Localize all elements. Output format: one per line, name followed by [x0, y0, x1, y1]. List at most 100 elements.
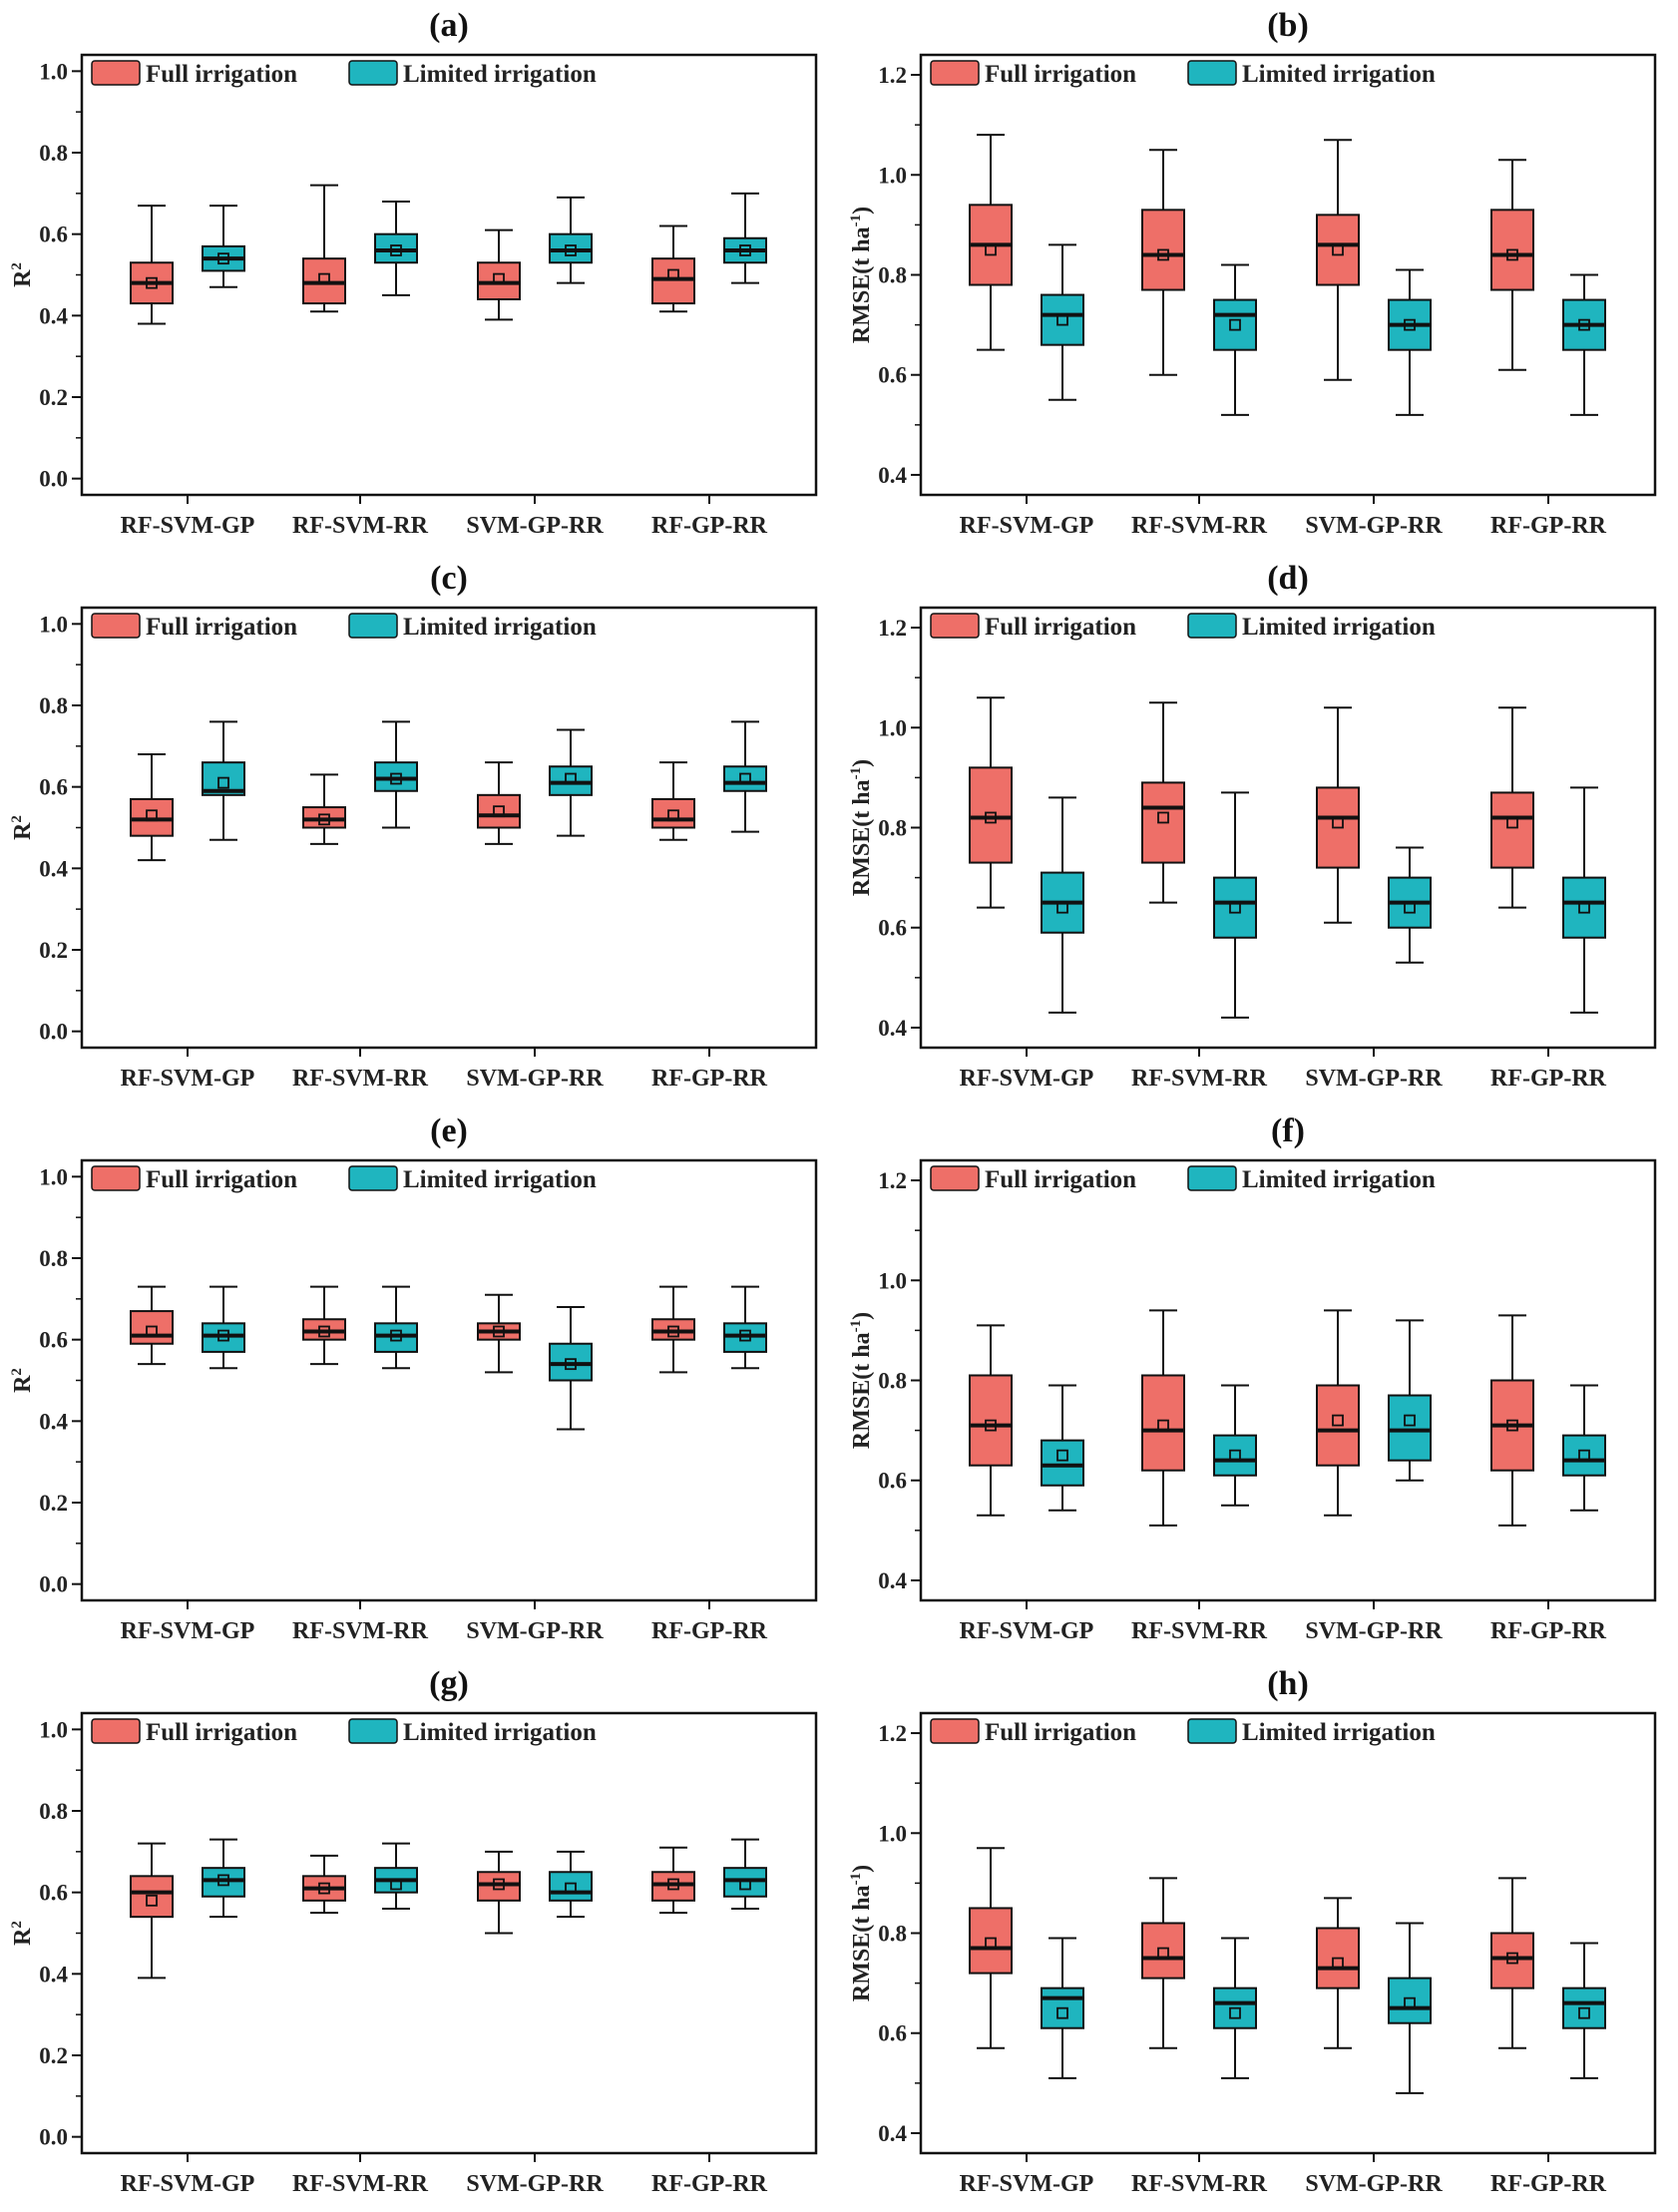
y-tick-label: 0.6 [878, 363, 907, 388]
y-tick-label: 1.0 [39, 612, 68, 637]
mean-marker [146, 276, 158, 289]
mean-marker [1157, 811, 1169, 824]
x-category-label: RF-SVM-GP [960, 1066, 1094, 1092]
mean-marker [390, 244, 402, 256]
plot-frame [919, 53, 1657, 497]
x-category-label: RF-SVM-RR [292, 1066, 429, 1092]
y-tick-label: 1.0 [878, 1821, 907, 1846]
y-tick-label: 0.4 [878, 1568, 907, 1593]
y-tick-label: 1.0 [878, 163, 907, 188]
box-limited-1 [202, 1285, 245, 1370]
mean-marker [1404, 901, 1416, 914]
box-full-3 [477, 1850, 521, 1935]
y-tick-label: 1.0 [39, 1717, 68, 1742]
mean-marker [217, 1874, 229, 1887]
y-tick-label: 0.8 [39, 693, 68, 718]
y-tick-label: 0.2 [39, 938, 68, 963]
box-iqr [1388, 1394, 1432, 1462]
x-category-label: RF-GP-RR [651, 513, 768, 539]
mean-marker [217, 1329, 229, 1342]
mean-marker [565, 1358, 577, 1371]
mean-marker [493, 272, 505, 285]
x-category-label: RF-SVM-GP [121, 1618, 255, 1644]
x-category-label: RF-SVM-RR [1131, 1066, 1268, 1092]
box-iqr [302, 806, 346, 829]
box-iqr [1141, 1374, 1185, 1472]
box-limited-2 [1213, 791, 1257, 1019]
mean-marker [985, 811, 997, 824]
box-limited-3 [549, 728, 593, 837]
mean-marker [985, 1419, 997, 1432]
x-category-label: RF-SVM-GP [121, 513, 255, 539]
x-category-label: RF-SVM-RR [1131, 513, 1268, 539]
box-full-4 [651, 761, 695, 841]
y-axis-label: RMSE(t ha-1) [848, 759, 875, 896]
x-category-label: RF-GP-RR [1490, 2171, 1607, 2197]
panel-title: (b) [1267, 7, 1309, 44]
x-category-label: SVM-GP-RR [466, 513, 604, 539]
legend-swatch-full [91, 1165, 141, 1191]
box-limited-1 [1041, 1384, 1084, 1512]
y-axis-label: R2 [9, 815, 36, 840]
y-tick-label: 1.0 [878, 715, 907, 740]
mean-marker [565, 772, 577, 785]
box-limited-4 [723, 720, 767, 833]
mean-marker [1056, 2006, 1068, 2019]
y-tick-label: 0.6 [878, 1469, 907, 1494]
mean-marker [667, 809, 679, 822]
chart-panel-e: (e) 0.0 0.2 0.4 0.6 0.8 1.0 R2 RF-SVM-GP RF-SVM-R… [0, 1106, 839, 1658]
box-iqr [651, 797, 695, 829]
mean-marker [739, 1878, 751, 1891]
box-full-1 [969, 1324, 1013, 1517]
y-tick-label: 0.6 [39, 775, 68, 800]
legend-swatch-full [930, 1165, 980, 1191]
legend-swatch-full [91, 60, 141, 86]
mean-marker [1157, 248, 1169, 261]
box-limited-3 [1388, 1922, 1432, 2094]
y-tick-label: 0.6 [878, 2021, 907, 2046]
mean-marker [1157, 1419, 1169, 1432]
mean-marker [1506, 1952, 1518, 1965]
box-iqr [651, 1318, 695, 1341]
box-full-2 [1141, 1877, 1185, 2049]
box-limited-4 [723, 192, 767, 284]
x-category-label: RF-SVM-RR [1131, 1618, 1268, 1644]
mean-marker [1332, 816, 1344, 829]
box-iqr [1316, 214, 1360, 286]
box-iqr [1388, 1977, 1432, 2024]
box-iqr [723, 1867, 767, 1898]
x-category-label: SVM-GP-RR [1305, 2171, 1443, 2197]
y-tick-label: 0.4 [878, 2121, 907, 2146]
chart-panel-b: (b) 0.4 0.6 0.8 1.0 1.2 RMSE(t ha-1) RF-SVM-GP R… [839, 0, 1678, 553]
box-limited-2 [374, 1285, 418, 1370]
x-category-label: RF-GP-RR [651, 2171, 768, 2197]
box-iqr [549, 1342, 593, 1382]
mean-marker [1056, 901, 1068, 914]
x-category-label: RF-SVM-GP [960, 2171, 1094, 2197]
box-full-2 [302, 1854, 346, 1915]
box-iqr [1041, 293, 1084, 346]
box-full-4 [651, 224, 695, 313]
mean-marker [667, 268, 679, 281]
box-iqr [723, 1322, 767, 1353]
mean-marker [1229, 2006, 1241, 2019]
box-full-3 [1316, 1309, 1360, 1517]
box-full-4 [651, 1285, 695, 1374]
box-limited-1 [202, 720, 245, 841]
mean-marker [493, 805, 505, 818]
box-full-1 [130, 1285, 174, 1366]
chart-svg-g: (g) 0.0 0.2 0.4 0.6 0.8 1.0 R2 RF-SVM-GP RF-SVM-R… [9, 1665, 818, 2197]
mean-marker [1404, 1414, 1416, 1427]
box-limited-1 [202, 1838, 245, 1919]
mean-marker [1506, 816, 1518, 829]
box-full-4 [1490, 159, 1534, 371]
plot-frame [80, 1158, 818, 1602]
chart-svg-e: (e) 0.0 0.2 0.4 0.6 0.8 1.0 R2 RF-SVM-GP RF-SVM-R… [9, 1112, 818, 1644]
x-category-label: SVM-GP-RR [1305, 1066, 1443, 1092]
box-iqr [1213, 876, 1257, 939]
mean-marker [739, 244, 751, 256]
mean-marker [390, 772, 402, 785]
mean-marker [985, 1937, 997, 1950]
box-iqr [1316, 786, 1360, 869]
